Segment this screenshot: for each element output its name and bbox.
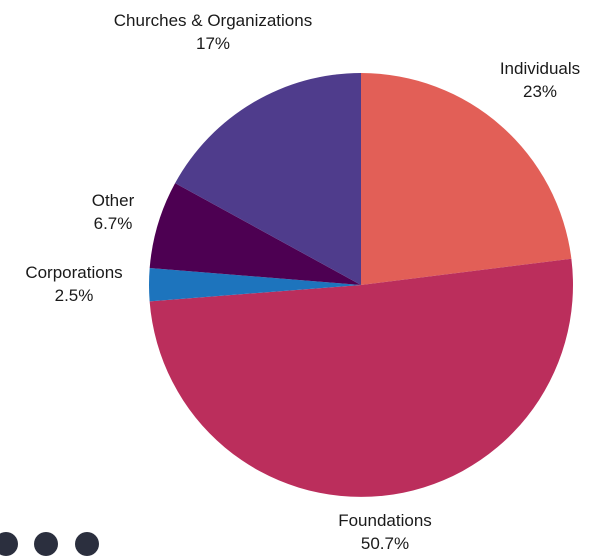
pie-slice-corporations — [148, 268, 361, 302]
slice-label-foundations-value: 50.7% — [360, 534, 410, 553]
decorative-dot-3 — [75, 532, 99, 556]
slice-label-corporations-value: 2.5% — [54, 286, 94, 305]
slice-label-individuals-name: Individuals — [499, 59, 581, 78]
pie-slice-other — [149, 183, 361, 285]
slice-label-foundations: Foundations 50.7% — [305, 509, 465, 555]
pie-slice-foundations — [149, 258, 573, 497]
slice-label-other: Other 6.7% — [73, 189, 153, 235]
slice-label-other-value: 6.7% — [93, 214, 133, 233]
slice-label-other-name: Other — [91, 191, 135, 210]
decorative-dot-1 — [0, 532, 18, 556]
slice-label-churches-value: 17% — [195, 34, 231, 53]
slice-label-corporations-name: Corporations — [25, 263, 123, 282]
slice-label-churches-organizations: Churches & Organizations 17% — [78, 9, 348, 55]
slice-label-churches-name: Churches & Organizations — [113, 11, 313, 30]
slice-label-individuals-value: 23% — [522, 82, 558, 101]
pie-slice-churches-organizations — [175, 73, 361, 285]
slice-label-corporations: Corporations 2.5% — [4, 261, 144, 307]
decorative-dot-2 — [34, 532, 58, 556]
pie-slice-individuals — [361, 73, 572, 285]
slice-label-foundations-name: Foundations — [338, 511, 432, 530]
slice-label-individuals: Individuals 23% — [475, 57, 593, 103]
